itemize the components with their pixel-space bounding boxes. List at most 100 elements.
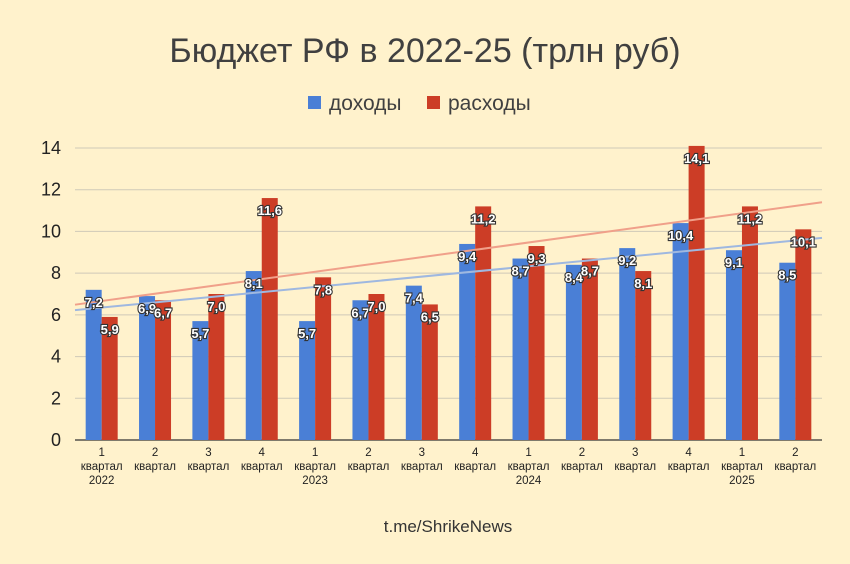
y-tick-label: 12: [41, 180, 61, 200]
trendline-income: [74, 236, 823, 312]
data-label-income: 7,4: [405, 291, 424, 306]
bar-income: [779, 262, 796, 440]
x-tick-label: 2023: [302, 475, 328, 487]
x-tick-label: 4: [685, 447, 692, 459]
data-label-income: 8,7: [511, 264, 529, 279]
x-tick-label: 1: [525, 447, 531, 459]
bar-expenses: [208, 294, 225, 440]
data-label-income: 8,1: [245, 276, 263, 291]
bar-expenses: [581, 258, 598, 440]
gridlines: [75, 147, 822, 441]
data-label-income: 9,4: [458, 249, 477, 264]
bar-expenses: [741, 206, 758, 440]
y-tick-label: 6: [51, 305, 61, 325]
x-tick-label: 2: [579, 447, 585, 459]
x-tick-label: квартал: [294, 461, 336, 473]
x-axis: 1 квартал 2022 2 квартал 3 квартал 4 квартал 1 ква…: [81, 447, 816, 487]
source-link[interactable]: t.me/ShrikeNews: [384, 517, 512, 536]
y-tick-label: 10: [41, 221, 61, 241]
data-label-income: 10,4: [668, 228, 694, 243]
data-label-expenses: 8,1: [634, 276, 652, 291]
bar-income: [565, 264, 582, 440]
data-label-income: 9,2: [618, 253, 636, 268]
bar-expenses: [635, 271, 652, 440]
x-tick-label: 1: [739, 447, 745, 459]
y-tick-label: 8: [51, 263, 61, 283]
bar-income: [139, 296, 156, 440]
x-tick-label: квартал: [508, 461, 550, 473]
x-tick-label: квартал: [348, 461, 390, 473]
legend-label-income: доходы: [329, 92, 402, 115]
x-tick-label: 2025: [729, 475, 755, 487]
x-tick-label: квартал: [134, 461, 176, 473]
x-tick-label: квартал: [401, 461, 443, 473]
x-tick-label: 3: [632, 447, 638, 459]
x-tick-label: квартал: [614, 461, 656, 473]
data-label-expenses: 11,6: [257, 203, 282, 218]
x-tick-label: квартал: [241, 461, 283, 473]
bar-expenses: [795, 229, 812, 440]
x-tick-label: 1: [312, 447, 318, 459]
x-tick-label: квартал: [187, 461, 229, 473]
y-tick-label: 0: [51, 430, 61, 450]
x-tick-label: 4: [472, 447, 479, 459]
bar-income: [299, 321, 316, 440]
data-label-expenses: 8,7: [581, 264, 599, 279]
data-label-expenses: 14,1: [684, 151, 709, 166]
x-tick-label: квартал: [774, 461, 816, 473]
bar-expenses: [261, 198, 278, 440]
x-tick-label: квартал: [561, 461, 603, 473]
x-tick-label: 2: [152, 447, 158, 459]
bar-income: [352, 300, 369, 440]
legend: доходы расходы: [308, 92, 531, 115]
data-label-expenses: 7,0: [367, 299, 385, 314]
x-tick-label: 3: [419, 447, 425, 459]
bar-income: [245, 271, 262, 440]
legend-label-expenses: расходы: [448, 92, 531, 115]
bar-expenses: [688, 145, 705, 440]
y-tick-label: 14: [41, 138, 61, 158]
x-tick-label: 1: [98, 447, 104, 459]
data-label-income: 5,7: [191, 326, 209, 341]
bar-income: [459, 243, 476, 440]
x-tick-label: 4: [259, 447, 266, 459]
bar-income: [192, 321, 209, 440]
x-tick-label: 2: [365, 447, 371, 459]
bar-expenses: [315, 277, 332, 440]
bar-income: [619, 248, 636, 440]
data-label-expenses: 10,1: [791, 234, 816, 249]
x-tick-label: 2024: [516, 475, 542, 487]
y-tick-label: 4: [51, 347, 61, 367]
x-tick-label: квартал: [81, 461, 123, 473]
data-label-expenses: 6,7: [154, 305, 172, 320]
bar-expenses: [155, 300, 172, 440]
bar-income: [672, 223, 689, 440]
legend-swatch-income: [308, 96, 321, 109]
x-tick-label: 2022: [89, 475, 115, 487]
data-label-income: 7,2: [85, 295, 103, 310]
bar-income: [85, 289, 102, 440]
bar-expenses: [421, 304, 438, 440]
data-label-expenses: 7,8: [314, 282, 332, 297]
data-label-expenses: 5,9: [101, 322, 119, 337]
data-label-income: 9,1: [725, 255, 743, 270]
bar-expenses: [475, 206, 492, 440]
x-tick-label: 3: [205, 447, 211, 459]
bar-expenses: [101, 316, 118, 440]
data-label-expenses: 6,5: [421, 309, 439, 324]
data-label-income: 6,9: [138, 301, 156, 316]
legend-swatch-expenses: [427, 96, 440, 109]
bar-income: [725, 250, 742, 440]
bar-expenses: [368, 294, 385, 440]
data-label-income: 6,7: [351, 305, 369, 320]
x-tick-label: 2: [792, 447, 798, 459]
bar-expenses: [528, 246, 545, 440]
data-labels: 7,25,96,96,75,77,08,111,65,77,86,77,07,4…: [84, 150, 818, 342]
data-label-income: 8,4: [565, 270, 584, 285]
data-label-expenses: 7,0: [207, 299, 225, 314]
data-label-expenses: 9,3: [527, 251, 545, 266]
data-label-income: 8,5: [778, 268, 796, 283]
bar-income: [512, 258, 529, 440]
x-tick-label: квартал: [668, 461, 710, 473]
